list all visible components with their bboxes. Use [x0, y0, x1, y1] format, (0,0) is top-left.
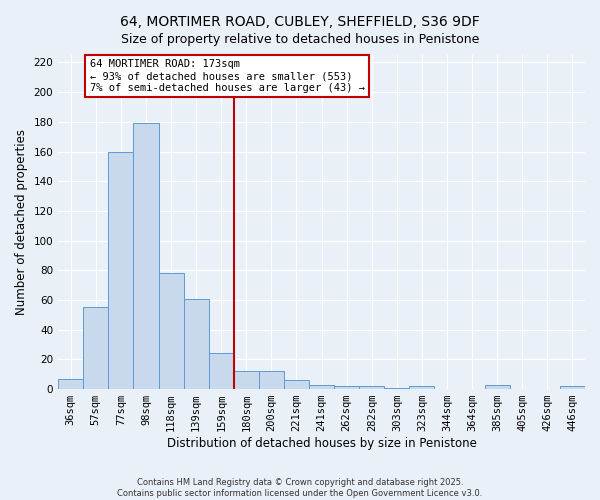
Bar — [284, 380, 309, 389]
Bar — [385, 388, 409, 389]
Text: Size of property relative to detached houses in Penistone: Size of property relative to detached ho… — [121, 32, 479, 46]
Bar — [234, 372, 259, 389]
Bar — [58, 378, 83, 389]
Text: 64 MORTIMER ROAD: 173sqm
← 93% of detached houses are smaller (553)
7% of semi-d: 64 MORTIMER ROAD: 173sqm ← 93% of detach… — [89, 60, 365, 92]
Bar — [409, 386, 434, 389]
Bar — [359, 386, 385, 389]
Bar — [109, 152, 133, 389]
Bar — [184, 298, 209, 389]
Text: 64, MORTIMER ROAD, CUBLEY, SHEFFIELD, S36 9DF: 64, MORTIMER ROAD, CUBLEY, SHEFFIELD, S3… — [120, 15, 480, 29]
Bar — [83, 308, 109, 389]
X-axis label: Distribution of detached houses by size in Penistone: Distribution of detached houses by size … — [167, 437, 476, 450]
Bar — [485, 384, 510, 389]
Bar — [158, 274, 184, 389]
Bar — [334, 386, 359, 389]
Bar — [133, 124, 158, 389]
Bar — [309, 384, 334, 389]
Y-axis label: Number of detached properties: Number of detached properties — [15, 129, 28, 315]
Bar — [209, 354, 234, 389]
Bar — [259, 372, 284, 389]
Text: Contains HM Land Registry data © Crown copyright and database right 2025.
Contai: Contains HM Land Registry data © Crown c… — [118, 478, 482, 498]
Bar — [560, 386, 585, 389]
